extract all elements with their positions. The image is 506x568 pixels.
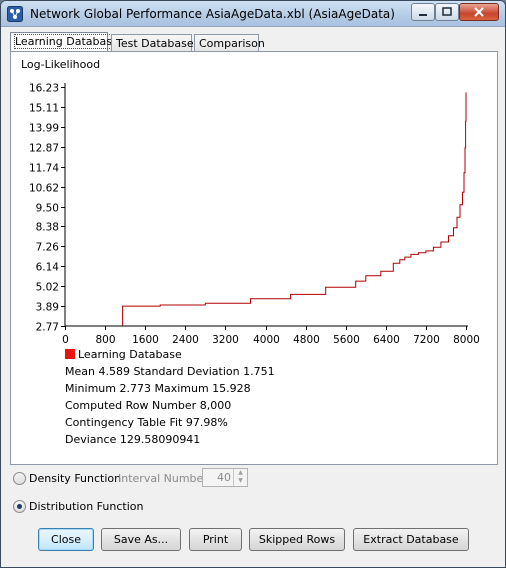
chart-plot-area: [122, 92, 467, 326]
tab-comparison[interactable]: Comparison: [194, 34, 265, 52]
close-button[interactable]: Close: [38, 528, 94, 551]
interval-number-label: Interval Number: [118, 472, 208, 485]
density-label: Density Function: [29, 472, 122, 485]
x-tick-label: 1600: [132, 334, 159, 346]
y-tick-label: 9.50: [36, 203, 59, 215]
minimize-icon: [419, 14, 427, 16]
tab-learning-database[interactable]: Learning Database: [10, 32, 120, 53]
stat-mean-std: Mean 4.589 Standard Deviation 1.751: [65, 365, 275, 378]
chart-axes: 16.23 15.11 13.99 12.87 11.74 10.62 9.50 8.38 7.…: [29, 83, 480, 347]
x-tick-label: 4000: [253, 334, 280, 346]
x-tick-label: 7200: [413, 334, 440, 346]
title-bar[interactable]: Network Global Performance AsiaAgeData.x…: [1, 1, 505, 27]
stat-deviance: Deviance 129.58090941: [65, 433, 201, 446]
x-tick-label: 2400: [172, 334, 199, 346]
save-as-button[interactable]: Save As...: [101, 528, 181, 551]
distribution-label: Distribution Function: [29, 500, 144, 513]
x-tick-label: 5600: [333, 334, 360, 346]
y-axis-label: Log-Likelihood: [21, 58, 101, 71]
interval-number-value: 40: [217, 471, 231, 484]
x-tick-label: 0: [62, 334, 69, 346]
maximize-button[interactable]: [435, 3, 459, 21]
y-tick-label: 15.11: [29, 103, 59, 115]
spin-up-icon[interactable]: ▲: [238, 469, 243, 476]
spin-down-icon[interactable]: ▼: [238, 477, 243, 484]
tab-label: Test Database: [116, 37, 194, 50]
x-tick-label: 800: [95, 334, 115, 346]
spinner-arrows[interactable]: ▲ ▼: [233, 469, 247, 486]
print-button[interactable]: Print: [189, 528, 242, 551]
legend-swatch: [65, 349, 75, 359]
y-tick-label: 12.87: [29, 143, 59, 155]
extract-database-button[interactable]: Extract Database: [353, 528, 469, 551]
y-tick-label: 7.26: [36, 242, 60, 254]
y-tick-label: 13.99: [29, 123, 59, 135]
legend-label: Learning Database: [78, 348, 182, 361]
x-tick-label: 4800: [293, 334, 320, 346]
y-tick-label: 10.62: [29, 183, 59, 195]
x-tick-label: 6400: [373, 334, 400, 346]
x-tick-label: 3200: [212, 334, 239, 346]
tab-panel: [10, 51, 498, 465]
skipped-rows-button[interactable]: Skipped Rows: [249, 528, 345, 551]
minimize-button[interactable]: [411, 3, 435, 21]
y-tick-label: 3.89: [36, 302, 59, 314]
y-tick-label: 11.74: [29, 163, 59, 175]
stat-min-max: Minimum 2.773 Maximum 15.928: [65, 382, 251, 395]
y-tick-label: 5.02: [36, 282, 59, 294]
y-tick-label: 2.77: [36, 322, 59, 334]
window-close-button[interactable]: [459, 3, 499, 21]
stat-row-number: Computed Row Number 8,000: [65, 399, 232, 412]
x-tick-label: 8000: [453, 334, 480, 346]
distribution-radio[interactable]: [13, 500, 26, 513]
network-app-icon: [7, 6, 23, 22]
stat-contingency-fit: Contingency Table Fit 97.98%: [65, 416, 228, 429]
close-icon: [474, 7, 484, 17]
maximize-icon: [442, 7, 452, 16]
tab-test-database[interactable]: Test Database: [111, 34, 194, 52]
y-tick-label: 16.23: [29, 83, 59, 95]
density-radio[interactable]: [13, 472, 26, 485]
distribution-line: [122, 92, 467, 326]
interval-number-spinner[interactable]: 40 ▲ ▼: [202, 468, 248, 487]
window-title: Network Global Performance AsiaAgeData.x…: [30, 7, 395, 21]
tab-label: Learning Database: [14, 34, 120, 49]
y-tick-label: 6.14: [36, 262, 60, 274]
y-tick-label: 8.38: [36, 222, 59, 234]
tab-label: Comparison: [199, 37, 265, 50]
